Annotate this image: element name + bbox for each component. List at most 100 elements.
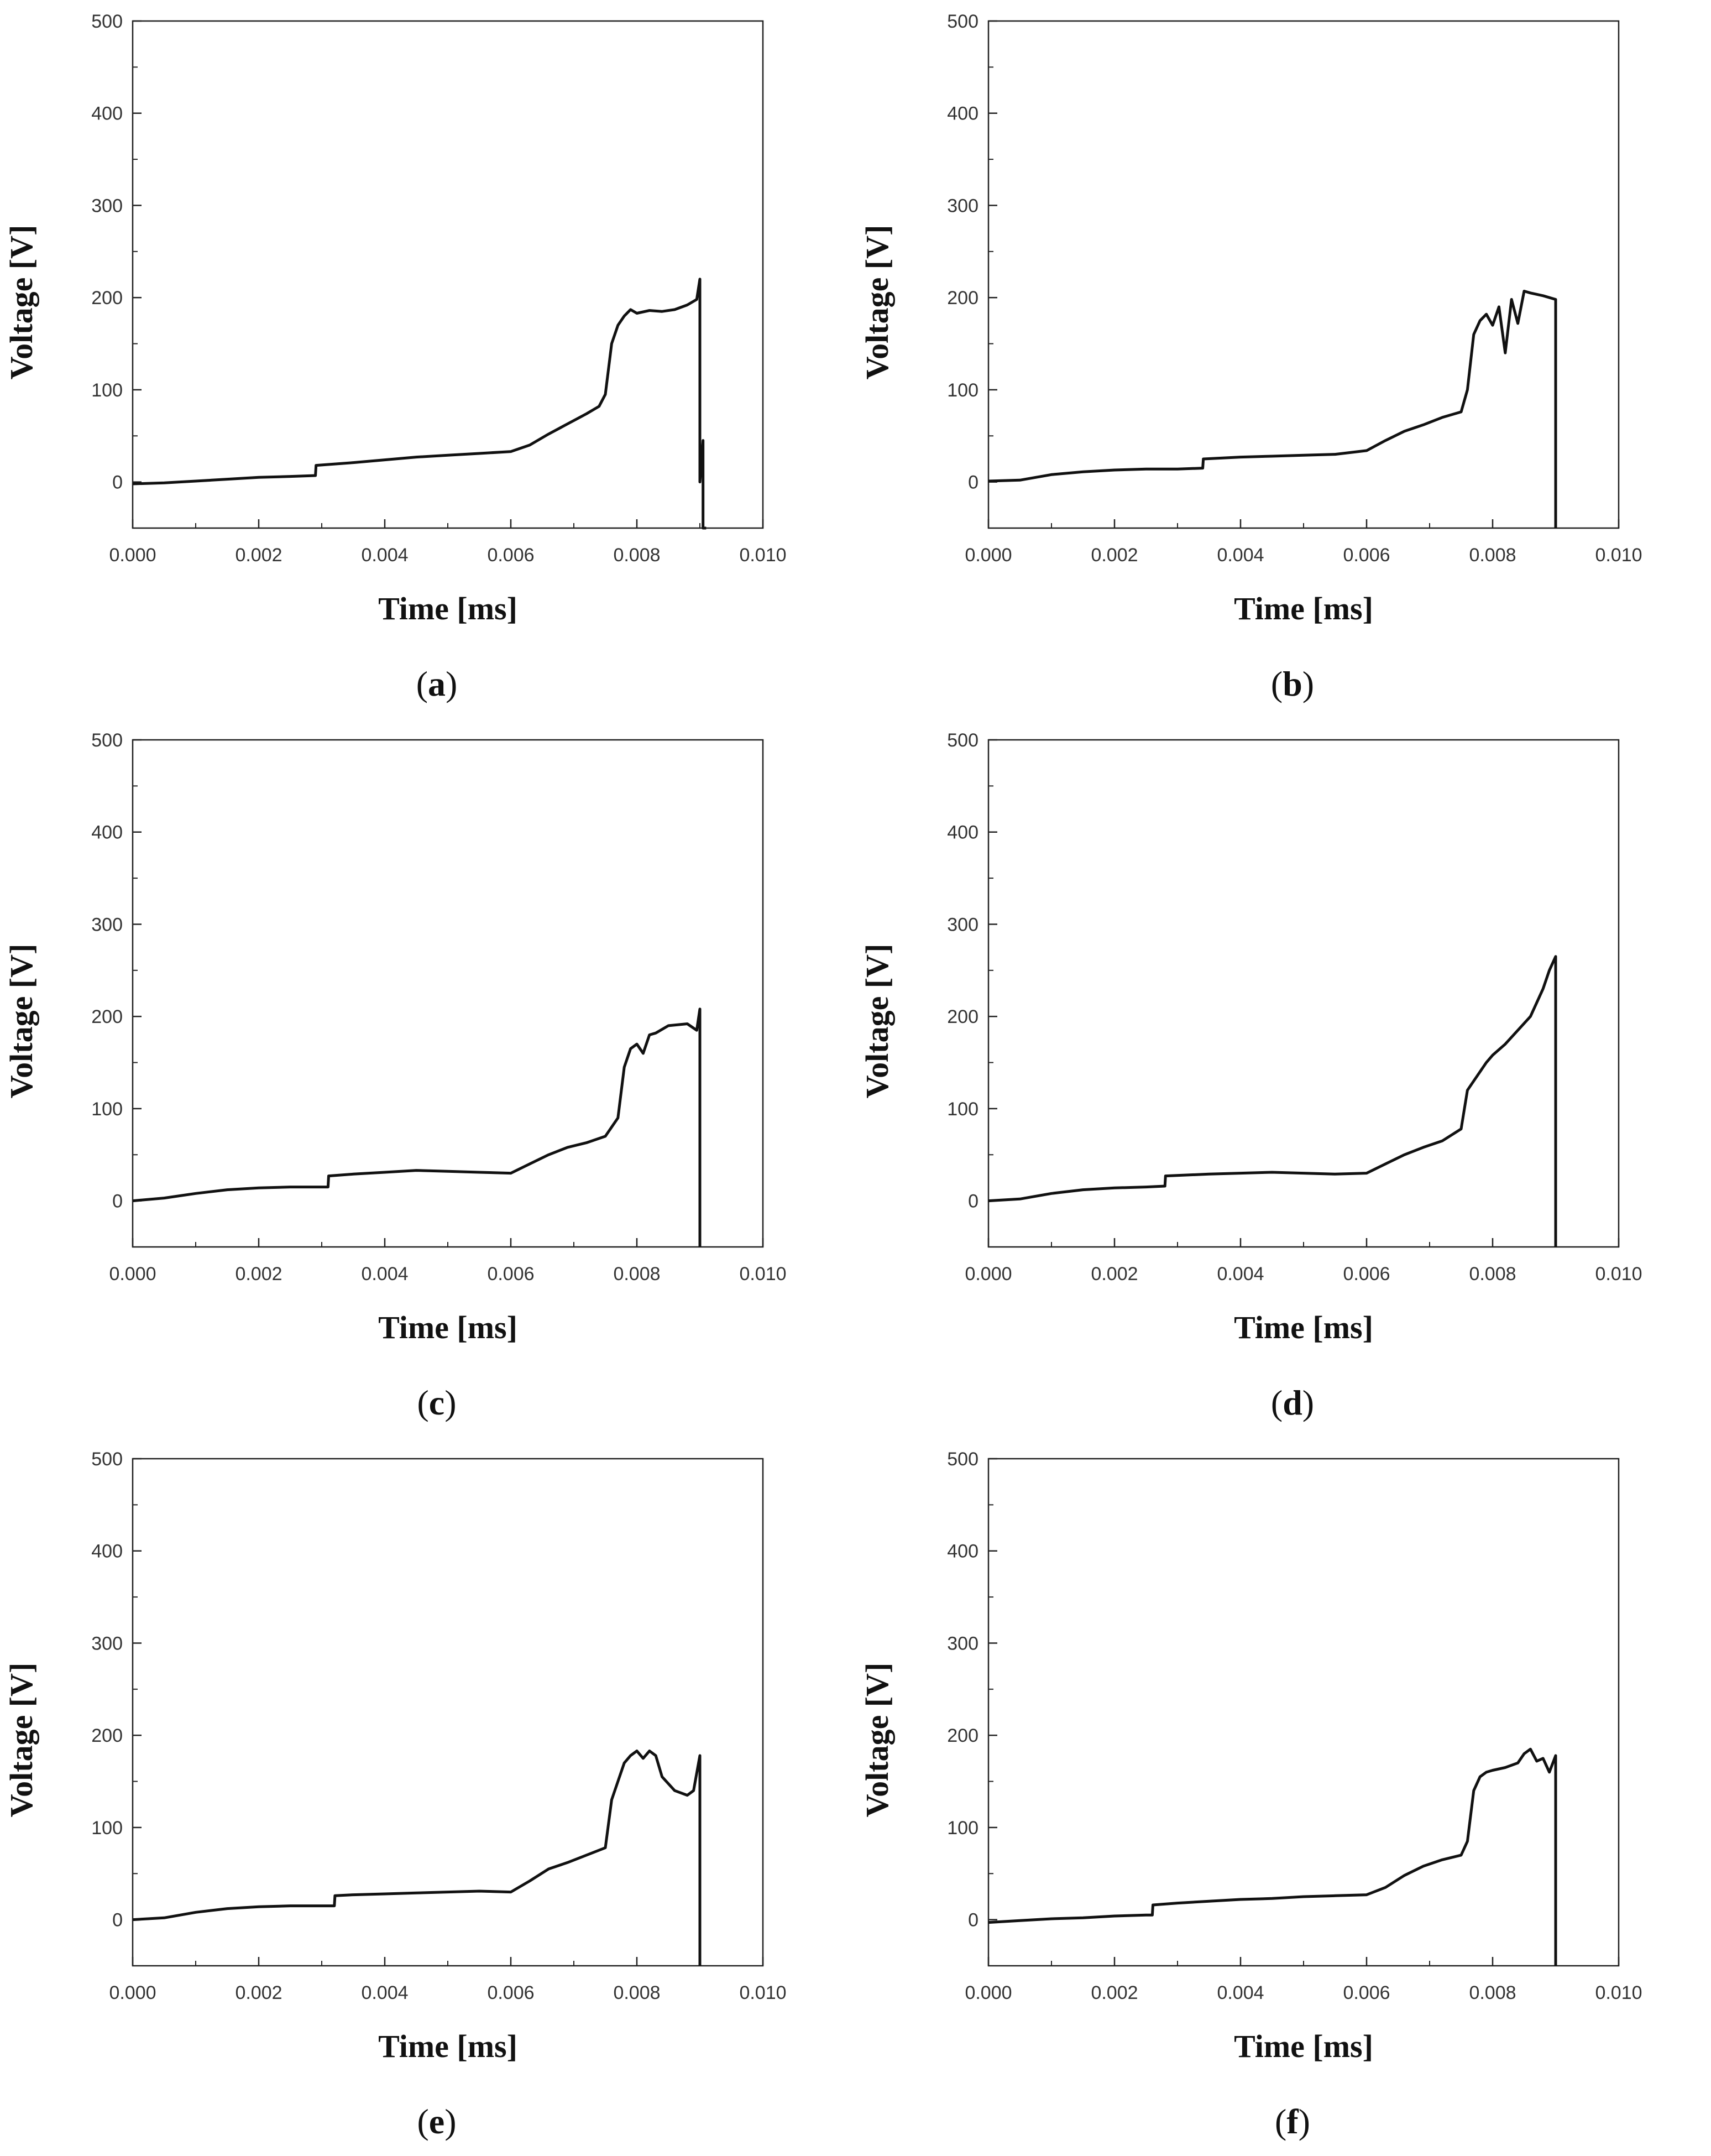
caption-open-paren: ( (416, 664, 428, 703)
x-axis-title: Time [ms] (1234, 1309, 1373, 1345)
caption-open-paren: ( (1271, 1383, 1283, 1422)
chart-panel-a: 0 100 200 300 400 500 0.000 0.002 0.004 0.006 0.00… (0, 0, 855, 718)
y-tick-label: 0 (968, 472, 979, 493)
chart-svg: 0 100 200 300 400 500 0.000 0.002 0.004 0.006 0.00… (859, 11, 1642, 703)
x-tick-label: 0.008 (1469, 545, 1516, 566)
caption-close-paren: ) (1302, 664, 1314, 703)
y-tick-label: 100 (947, 380, 979, 401)
y-tick-label: 100 (91, 1099, 123, 1120)
x-tick-label: 0.000 (109, 1982, 156, 2003)
x-tick-label: 0.002 (235, 1982, 282, 2003)
y-tick-label: 0 (968, 1910, 979, 1931)
x-tick-label: 0.006 (487, 1264, 534, 1285)
x-tick-label: 0.008 (613, 1982, 660, 2003)
plot-frame (132, 1458, 764, 1967)
y-tick-label: 400 (947, 1541, 979, 1562)
y-tick-label: 100 (947, 1099, 979, 1120)
plot-frame (987, 1458, 1620, 1967)
x-tick-label: 0.002 (235, 545, 282, 566)
x-tick-label: 0.000 (965, 1982, 1012, 2003)
caption-close-paren: ) (1302, 1383, 1314, 1422)
y-tick-label: 300 (947, 914, 979, 935)
x-tick-label: 0.004 (1217, 545, 1264, 566)
x-tick-label: 0.004 (361, 545, 408, 566)
x-tick-label: 0.010 (739, 1264, 786, 1285)
caption-open-paren: ( (417, 2102, 428, 2141)
x-tick-label: 0.006 (1343, 1982, 1390, 2003)
panel-caption: (e) (417, 2102, 456, 2141)
y-tick-label: 300 (947, 195, 979, 216)
x-tick-label: 0.002 (1091, 1982, 1138, 2003)
x-tick-label: 0.010 (739, 1982, 786, 2003)
y-axis-title: Voltage [V] (3, 944, 39, 1099)
y-tick-label: 300 (91, 195, 123, 216)
y-tick-label: 200 (947, 1725, 979, 1746)
y-tick-label: 0 (112, 1191, 123, 1212)
x-tick-label: 0.002 (1091, 545, 1138, 566)
series-line-voltage (988, 290, 1557, 528)
y-tick-label: 0 (112, 472, 123, 493)
y-tick-label: 400 (91, 103, 123, 124)
y-tick-label: 200 (947, 288, 979, 309)
x-tick-label: 0.004 (1217, 1264, 1264, 1285)
y-tick-label: 400 (91, 1541, 123, 1562)
x-tick-label: 0.008 (613, 545, 660, 566)
series-line-voltage (988, 955, 1557, 1247)
y-tick-label: 100 (91, 380, 123, 401)
caption-close-paren: ) (444, 1383, 456, 1422)
caption-close-paren: ) (444, 2102, 456, 2141)
caption-letter: c (429, 1383, 444, 1422)
x-tick-label: 0.000 (109, 545, 156, 566)
y-tick-label: 100 (91, 1818, 123, 1839)
x-tick-label: 0.010 (739, 545, 786, 566)
y-axis-title: Voltage [V] (3, 225, 39, 380)
caption-close-paren: ) (1299, 2102, 1310, 2141)
x-tick-label: 0.008 (1469, 1982, 1516, 2003)
caption-open-paren: ( (417, 1383, 428, 1422)
y-tick-label: 500 (947, 1449, 979, 1470)
chart-svg: 0 100 200 300 400 500 0.000 0.002 0.004 0.006 0.00… (3, 1449, 787, 2141)
chart-panel-f: 0 100 200 300 400 500 0.000 0.002 0.004 0.006 0.00… (856, 1438, 1711, 2156)
caption-letter: a (428, 664, 446, 703)
x-tick-label: 0.008 (1469, 1264, 1516, 1285)
caption-open-paren: ( (1271, 664, 1283, 703)
x-tick-label: 0.010 (1595, 1264, 1642, 1285)
x-tick-label: 0.006 (1343, 545, 1390, 566)
y-tick-label: 300 (91, 1633, 123, 1654)
x-tick-label: 0.006 (487, 1982, 534, 2003)
y-tick-label: 200 (91, 288, 123, 309)
y-tick-label: 500 (91, 730, 123, 751)
y-tick-label: 0 (112, 1910, 123, 1931)
caption-letter: f (1286, 2102, 1299, 2141)
series-line-voltage (988, 1747, 1557, 1966)
series-line-voltage (132, 278, 707, 530)
chart-panel-c: 0 100 200 300 400 500 0.000 0.002 0.004 0.006 0.00… (0, 719, 855, 1437)
y-tick-label: 400 (91, 822, 123, 843)
caption-letter: d (1283, 1383, 1302, 1422)
y-axis-title: Voltage [V] (859, 225, 895, 380)
caption-letter: e (429, 2102, 444, 2141)
caption-open-paren: ( (1275, 2102, 1286, 2141)
x-tick-label: 0.008 (613, 1264, 660, 1285)
chart-panel-d: 0 100 200 300 400 500 0.000 0.002 0.004 0.006 0.00… (856, 719, 1711, 1437)
y-tick-label: 500 (947, 730, 979, 751)
chart-svg: 0 100 200 300 400 500 0.000 0.002 0.004 0.006 0.00… (3, 11, 787, 703)
y-tick-label: 400 (947, 822, 979, 843)
x-tick-label: 0.006 (487, 545, 534, 566)
x-tick-label: 0.000 (109, 1264, 156, 1285)
plot-frame (987, 739, 1620, 1248)
y-tick-label: 300 (91, 914, 123, 935)
x-tick-label: 0.010 (1595, 545, 1642, 566)
panel-caption: (b) (1271, 664, 1314, 703)
y-tick-label: 500 (91, 11, 123, 32)
y-axis-title: Voltage [V] (859, 1663, 895, 1818)
chart-panel-b: 0 100 200 300 400 500 0.000 0.002 0.004 0.006 0.00… (856, 0, 1711, 718)
y-tick-label: 400 (947, 103, 979, 124)
x-tick-label: 0.000 (965, 1264, 1012, 1285)
caption-close-paren: ) (446, 664, 457, 703)
plot-frame (987, 20, 1620, 529)
x-tick-label: 0.002 (235, 1264, 282, 1285)
chart-svg: 0 100 200 300 400 500 0.000 0.002 0.004 0.006 0.00… (3, 730, 787, 1422)
chart-panel-e: 0 100 200 300 400 500 0.000 0.002 0.004 0.006 0.00… (0, 1438, 855, 2156)
